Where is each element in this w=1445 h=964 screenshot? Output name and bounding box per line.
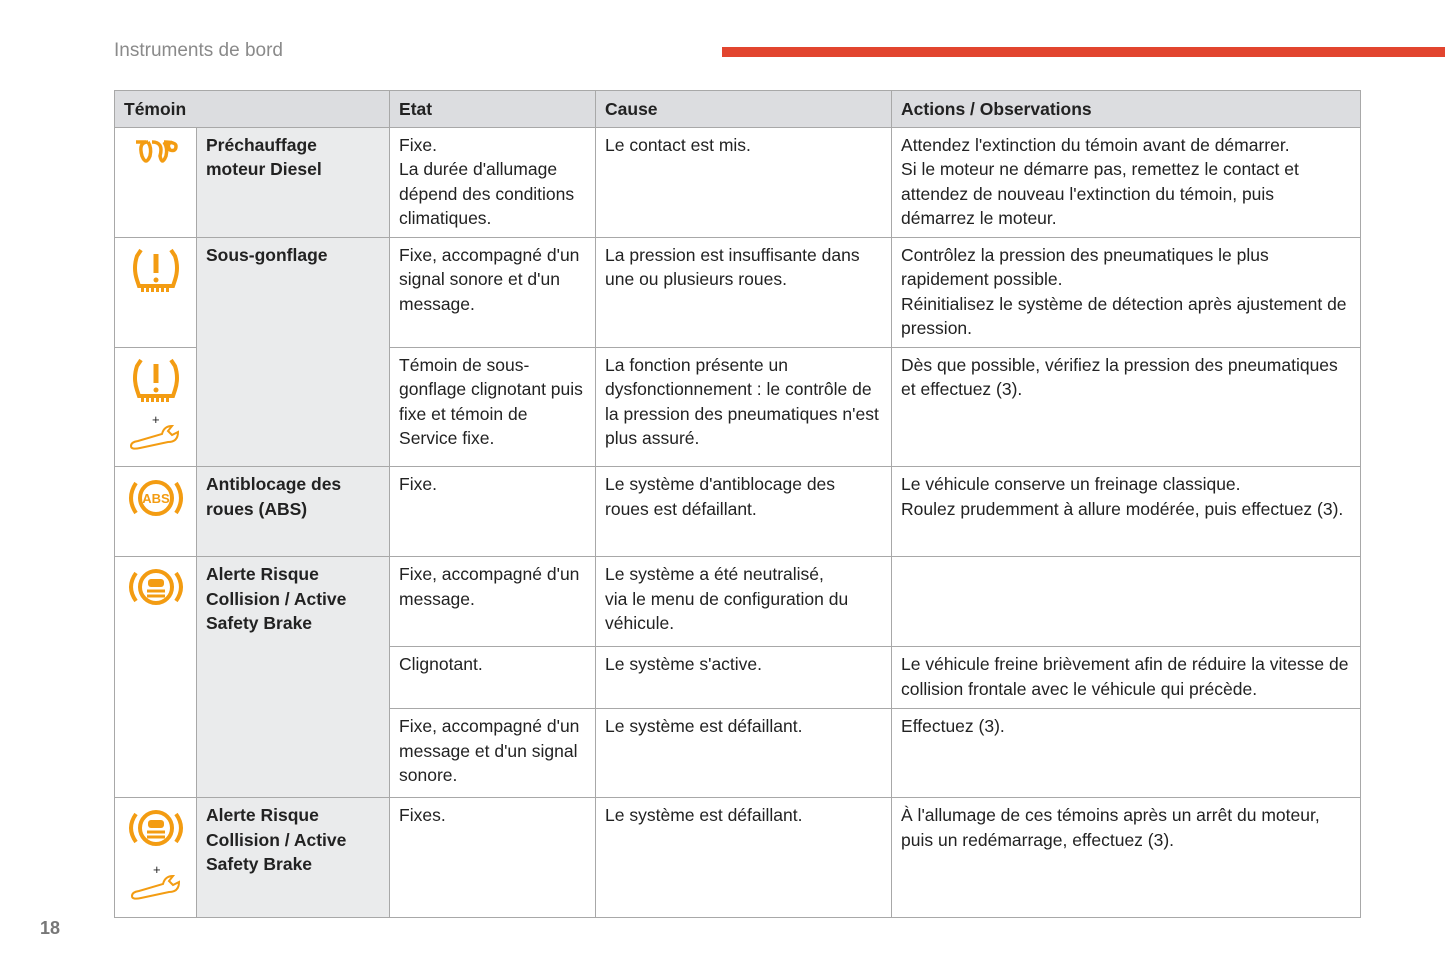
cause-text: via le menu de configuration du véhicule…: [605, 588, 849, 633]
column-header: Actions / Observations: [891, 90, 1362, 128]
action-text: Effectuez (3).: [891, 708, 1362, 799]
cause-text: La fonction présente un dysfonctionnemen…: [595, 346, 893, 468]
table-row: Préchauffage moteur Diesel Fixe. La durée…: [114, 127, 1362, 238]
table-row: Sous-gonflage Fixe, accompagné d'un sign…: [114, 236, 1362, 468]
etat-text: Fixe, accompagné d'un message.: [389, 556, 597, 648]
table-row: ABS Antiblocage des roues (ABS) Fixe. Le…: [114, 466, 1362, 558]
action-text: Le véhicule conserve un freinage classiq…: [901, 474, 1241, 495]
table-row: Témoin de sous-gonflage clignotant puis …: [114, 346, 1362, 468]
abs-icon: ABS: [128, 480, 183, 517]
cause-text: Le système a été neutralisé,: [605, 564, 824, 585]
action-text: Si le moteur ne démarre pas, remettez le…: [901, 159, 1299, 228]
action-text: Réinitialisez le système de détection ap…: [901, 293, 1347, 338]
cause-text: Le système est défaillant.: [595, 797, 893, 918]
preheat-coil-icon: [135, 140, 178, 163]
column-header: Témoin: [113, 90, 391, 128]
warning-lights-table: Témoin Etat Cause Actions / Observations…: [113, 90, 1362, 918]
warning-name: Sous-gonflage: [195, 236, 391, 468]
etat-text: La durée d'allumage dépend des condition…: [399, 159, 575, 228]
etat-text: Fixe.: [399, 135, 437, 155]
cause-text: Le contact est mis.: [595, 127, 893, 238]
cause-text: Le système d'antiblocage des roues est d…: [595, 466, 893, 558]
action-text: Attendez l'extinction du témoin avant de…: [901, 135, 1290, 155]
etat-text: Fixe, accompagné d'un signal sonore et d…: [389, 237, 597, 348]
etat-text: Témoin de sous-gonflage clignotant puis …: [389, 346, 597, 468]
cause-text: La pression est insuffisante dans une ou…: [595, 237, 893, 348]
table-row: Alerte Risque Collision / Active Safety …: [114, 797, 1362, 918]
tyre-pressure-service-icon: [129, 356, 184, 450]
warning-name: Alerte Risque Collision / Active Safety …: [195, 556, 391, 799]
section-title: Instruments de bord: [114, 40, 283, 61]
svg-text:ABS: ABS: [142, 491, 170, 506]
collision-alert-icon: [128, 569, 183, 606]
action-text: [891, 556, 1362, 648]
page-number: 18: [40, 918, 61, 938]
cause-text: Le système s'active.: [595, 646, 893, 710]
table-header: Témoin Etat Cause Actions / Observations: [113, 90, 1362, 128]
etat-text: Fixe.: [389, 466, 597, 558]
tyre-pressure-icon: [131, 246, 181, 294]
action-text: Roulez prudemment à allure modérée, puis…: [901, 498, 1344, 519]
table-row: Clignotant. Le système s'active. Le véhi…: [115, 646, 1362, 710]
action-text: Le véhicule freine brièvement afin de ré…: [891, 646, 1362, 710]
collision-alert-service-icon: [128, 810, 183, 900]
action-text: À l'allumage de ces témoins après un arr…: [891, 797, 1362, 918]
warning-name: Préchauffage moteur Diesel: [195, 127, 391, 238]
cause-text: Le système est défaillant.: [595, 708, 893, 799]
etat-text: Fixes.: [389, 797, 597, 918]
accent-bar: [722, 47, 1445, 57]
etat-text: Fixe, accompagné d'un message et d'un si…: [389, 708, 597, 799]
table-row: Fixe, accompagné d'un message et d'un si…: [115, 708, 1362, 799]
warning-name: Antiblocage des roues (ABS): [195, 466, 391, 558]
action-text: Dès que possible, vérifiez la pression d…: [891, 346, 1362, 468]
column-header: Cause: [595, 90, 893, 128]
etat-text: Clignotant.: [389, 646, 597, 710]
warning-name: Alerte Risque Collision / Active Safety …: [195, 797, 391, 918]
action-text: Contrôlez la pression des pneumatiques l…: [901, 245, 1269, 290]
column-header: Etat: [389, 90, 597, 128]
table-row: Alerte Risque Collision / Active Safety …: [114, 556, 1362, 799]
